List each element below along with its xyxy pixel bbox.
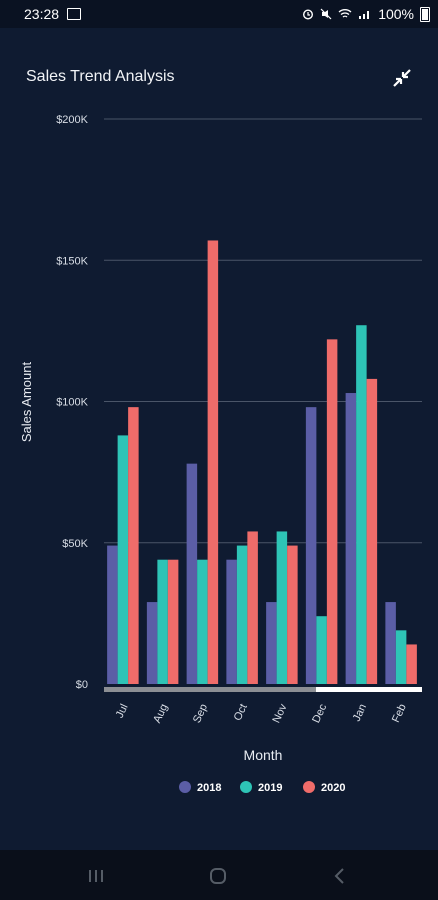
bar-2019-aug (157, 559, 168, 684)
y-tick-label: $50K (62, 538, 88, 550)
bar-2019-oct (236, 545, 248, 684)
bar-2019-jan (356, 325, 367, 684)
legend-swatch-2019 (240, 781, 252, 793)
x-tick-label: Jan (351, 702, 369, 723)
bar-2018-dec (305, 407, 317, 684)
legend-swatch-2020 (303, 781, 315, 793)
bar-2020-sep (207, 240, 219, 684)
bar-2020-dec (326, 339, 338, 684)
image-icon (67, 8, 82, 20)
battery-text: 100% (378, 6, 414, 22)
bar-2019-nov (276, 531, 288, 684)
legend-label-2019: 2019 (258, 782, 282, 794)
sales-chart: $0 $50K $100K $150K $200K Sales Amount Jul Aug S… (19, 114, 422, 794)
navigation-bar (0, 850, 438, 900)
x-tick-label: Oct (232, 702, 250, 723)
y-axis-label: Sales Amount (19, 362, 34, 443)
bar-2020-oct (247, 531, 258, 684)
x-tick-label: Feb (390, 702, 409, 724)
bar-2020-nov (287, 545, 298, 684)
bar-2018-jul (107, 545, 118, 684)
home-icon[interactable] (208, 866, 228, 886)
status-bar: 23:28 100% (0, 0, 438, 28)
battery-icon (420, 6, 430, 22)
bar-2020-aug (167, 559, 179, 684)
status-time: 23:28 (24, 6, 60, 22)
bar-2018-aug (146, 602, 158, 684)
bar-2019-feb (395, 630, 407, 684)
signal-icon (359, 11, 370, 19)
bar-2019-dec (316, 616, 327, 684)
x-tick-label: Jul (114, 702, 131, 720)
legend-swatch-2018 (179, 781, 191, 793)
legend-label-2020: 2020 (321, 782, 345, 794)
x-tick-label: Nov (270, 702, 289, 725)
page-title: Sales Trend Analysis (26, 68, 175, 85)
y-tick-label: $100K (56, 397, 88, 409)
bar-2018-nov (266, 602, 277, 684)
bar-2018-jan (345, 393, 357, 684)
back-icon[interactable] (330, 866, 350, 886)
alarm-icon (303, 9, 314, 20)
bar-2020-feb (406, 644, 417, 684)
collapse-icon[interactable] (388, 64, 416, 92)
bar-2020-jul (128, 407, 139, 684)
bar-2019-jul (117, 435, 129, 684)
x-tick-label: Sep (191, 702, 210, 725)
bar-2020-jan (366, 378, 378, 684)
bar-2018-feb (385, 602, 396, 684)
bar-2018-oct (226, 559, 237, 684)
status-right: 100% (302, 0, 430, 28)
x-tick-label: Aug (151, 702, 170, 725)
y-tick-label: $150K (56, 255, 88, 267)
bar-2018-sep (186, 463, 198, 684)
scrollbar-thumb (104, 687, 316, 692)
y-tick-label: $0 (76, 679, 88, 691)
recent-apps-icon[interactable] (86, 866, 106, 886)
x-axis-label: Month (244, 747, 283, 763)
bar-2019-sep (197, 559, 208, 684)
y-tick-label: $200K (56, 114, 88, 126)
mute-icon (320, 8, 332, 20)
wifi-icon (338, 9, 352, 18)
legend-label-2018: 2018 (197, 782, 221, 794)
x-tick-label: Dec (310, 702, 329, 725)
